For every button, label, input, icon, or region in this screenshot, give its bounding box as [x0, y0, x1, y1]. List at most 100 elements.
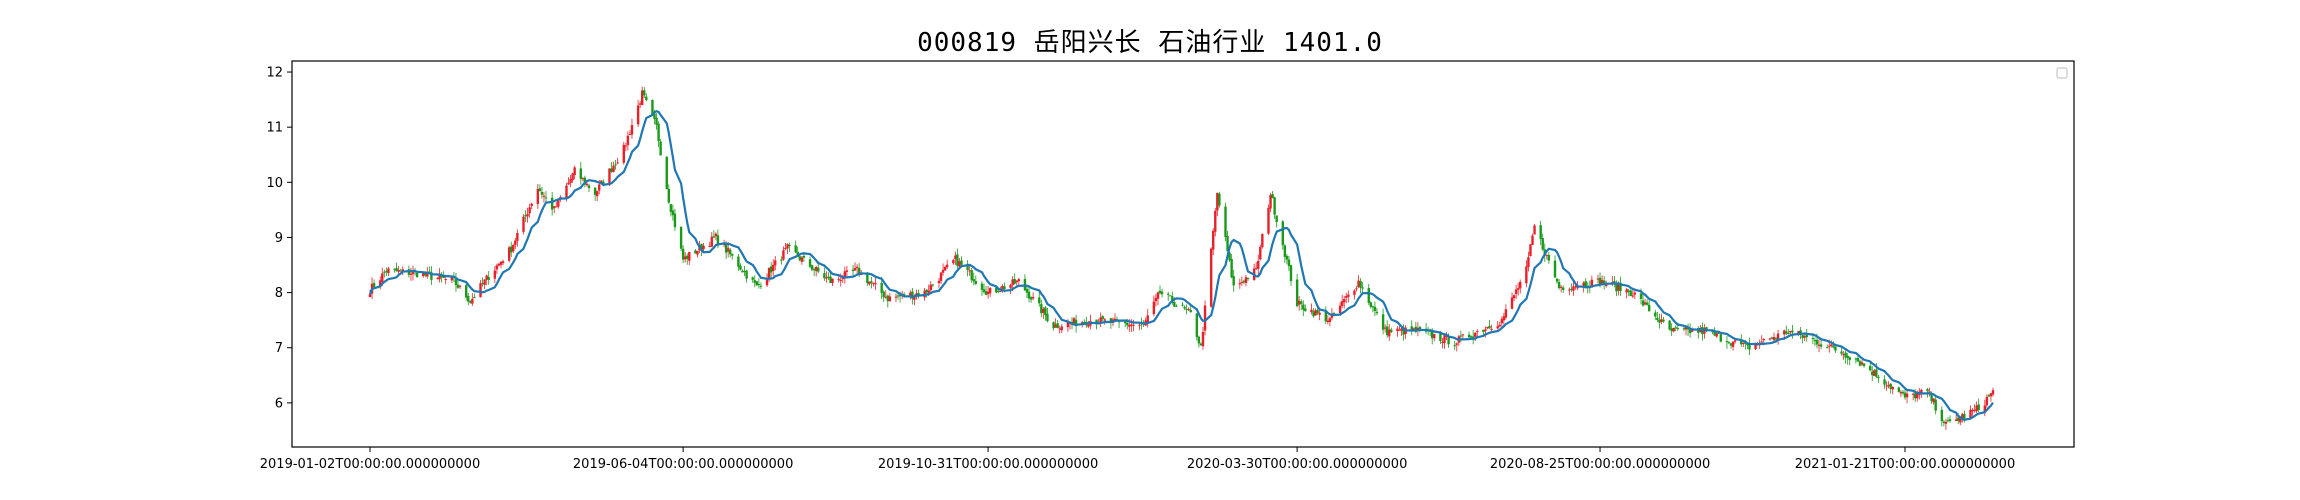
candle — [1547, 251, 1551, 264]
candle-body — [1146, 315, 1149, 323]
candle-body — [1830, 344, 1833, 346]
candle — [1954, 414, 1958, 422]
candle-body — [1361, 287, 1364, 289]
candle-body — [888, 296, 892, 302]
candle — [1899, 390, 1903, 397]
candle — [874, 277, 877, 290]
candle-body — [1553, 260, 1557, 278]
candle-body — [1785, 331, 1788, 334]
candle — [1410, 320, 1413, 336]
candle — [1562, 285, 1565, 293]
candle-body — [1862, 363, 1866, 367]
candle — [771, 259, 775, 276]
candle — [931, 284, 935, 288]
candle-body — [1359, 281, 1362, 288]
candle — [1257, 254, 1260, 275]
candle — [1312, 308, 1315, 318]
candle — [741, 269, 744, 273]
candle-body — [608, 168, 611, 186]
candle — [1058, 325, 1061, 334]
y-tick-label: 11 — [266, 121, 283, 136]
candle — [1789, 330, 1792, 335]
candle — [702, 242, 705, 252]
candle — [1385, 320, 1389, 338]
candle — [587, 183, 591, 193]
candle-body — [1103, 319, 1106, 321]
candle-body — [1684, 327, 1688, 330]
candle-body — [1297, 300, 1301, 305]
candle — [739, 263, 742, 271]
candle-body — [1324, 311, 1327, 322]
candle-body — [1312, 311, 1315, 317]
candle — [516, 229, 519, 247]
candle-body — [1572, 286, 1575, 291]
candle — [1388, 324, 1391, 341]
candle-body — [430, 272, 433, 280]
candle-body — [1545, 254, 1549, 256]
candle — [958, 258, 961, 268]
candle — [540, 186, 544, 199]
candle-body — [1729, 343, 1733, 346]
candle — [1905, 390, 1909, 404]
candle-body — [841, 278, 844, 280]
candle-body — [1617, 283, 1620, 291]
candle — [409, 267, 413, 281]
candle-body — [1670, 328, 1673, 332]
candle-body — [1527, 257, 1530, 267]
candle-body — [1410, 326, 1413, 332]
candle-body — [1519, 281, 1522, 289]
candle — [1887, 381, 1890, 389]
candle-body — [823, 273, 826, 279]
candle — [1645, 299, 1649, 306]
candle-body — [1959, 417, 1962, 423]
candle — [1175, 304, 1178, 307]
candle-body — [774, 260, 777, 266]
candle-body — [1011, 279, 1014, 286]
candle — [1302, 300, 1305, 317]
candle — [622, 141, 625, 165]
candle-body — [1326, 320, 1330, 322]
candle — [788, 242, 791, 252]
candle-body — [937, 280, 941, 284]
candle — [1858, 359, 1862, 367]
candle-body — [422, 273, 425, 277]
candle — [1187, 307, 1190, 311]
candle-body — [479, 283, 482, 298]
candle-body — [573, 167, 576, 175]
candle — [567, 177, 570, 185]
candle — [1314, 308, 1317, 316]
candle-body — [837, 278, 840, 280]
candle-body — [1025, 288, 1029, 293]
candle — [1160, 288, 1164, 298]
candle-body — [581, 178, 585, 180]
candle-body — [825, 277, 828, 279]
candle — [1514, 284, 1518, 299]
candle-body — [1916, 393, 1919, 399]
candle-body — [1209, 248, 1213, 307]
candle — [1934, 395, 1937, 415]
candle-body — [1271, 194, 1274, 199]
candle-body — [1815, 339, 1819, 345]
candle-body — [1969, 409, 1972, 419]
candle — [628, 130, 632, 135]
candle — [784, 243, 787, 251]
candle — [514, 237, 517, 249]
candle — [1539, 220, 1542, 246]
candle — [1025, 286, 1029, 298]
candle-body — [1345, 296, 1348, 298]
candle — [1383, 324, 1387, 333]
candle — [1570, 283, 1573, 292]
candle — [1697, 326, 1700, 339]
candle — [1527, 251, 1530, 272]
candle — [679, 226, 683, 252]
candle — [385, 267, 388, 277]
candle-body — [1027, 291, 1031, 299]
candle-body — [731, 254, 734, 256]
candle — [1971, 408, 1974, 416]
candle — [510, 241, 513, 257]
candle — [1969, 405, 1972, 420]
candle — [1340, 294, 1344, 309]
candle-body — [1482, 329, 1485, 332]
candle-body — [845, 270, 849, 272]
candle-body — [1001, 285, 1004, 291]
